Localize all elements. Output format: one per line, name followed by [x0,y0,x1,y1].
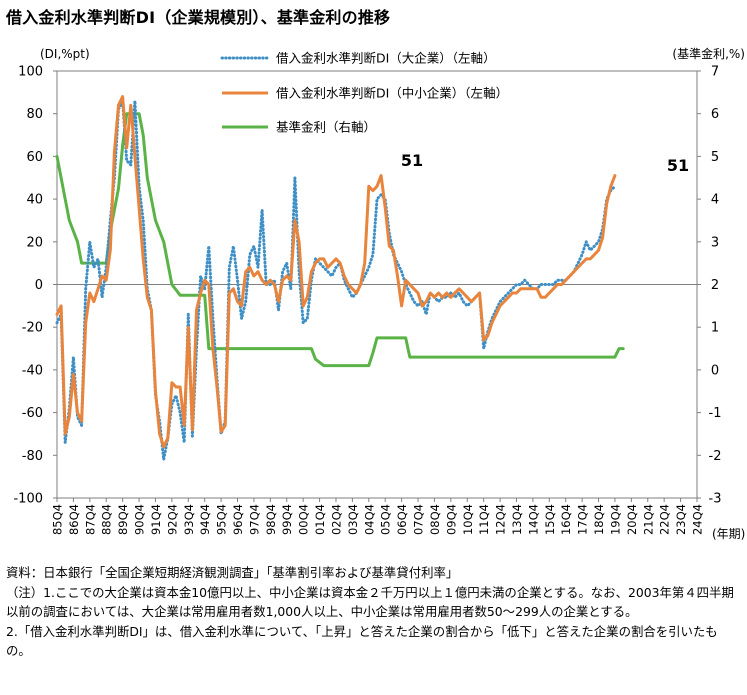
axes: 100 80 60 40 20 0 -20 -40 -60 -80 -100 7 6 5 4 3 2 1 0 -1 -2… [13,65,721,536]
right-tick-label: -3 [709,492,722,507]
x-tick-label: 99Q4 [280,504,294,535]
x-tick-label: 24Q4 [691,504,705,535]
legend-label-1: 借入金利水準判断DI（中小企業）（左軸） [276,86,508,101]
annotation-peak-2024: 51 [667,156,689,175]
left-tick-label: -60 [22,406,43,421]
left-tick-label: 80 [26,107,43,122]
right-tick-label: -2 [709,449,722,464]
annotation-peak-2007: 51 [401,151,423,170]
source-note: 資料：日本銀行「全国企業短期経済観測調査」「基準割引率および基準貸付利率」 [6,565,459,580]
legend-label-2: 基準金利（右軸） [276,120,376,135]
x-tick-label: 90Q4 [133,504,147,535]
chart-title: 借入金利水準判断DI（企業規模別）、基準金利の推移 [6,8,391,27]
x-tick-label: 98Q4 [264,504,278,535]
series-line-2 [55,112,625,368]
note-2: 2.「借入金利水準判断DI」は、借入金利水準について、「上昇」と答えた企業の割合… [6,623,718,659]
left-tick-label: 0 [35,278,43,293]
x-tick-label: 85Q4 [51,504,65,535]
x-tick-label: 15Q4 [543,504,557,535]
x-tick-label: 10Q4 [461,504,475,535]
series-line-1 [55,95,617,449]
left-tick-label: -100 [13,492,43,507]
x-tick-label: 13Q4 [510,504,524,535]
right-tick-label: 2 [711,278,719,293]
left-tick-label: 40 [26,193,43,208]
x-tick-label: 06Q4 [395,504,409,535]
x-tick-label: 22Q4 [658,504,672,535]
right-tick-label: 6 [711,107,719,122]
x-axis-unit: (年期) [712,527,745,541]
left-tick-label: -80 [22,449,43,464]
right-tick-label: 3 [711,235,719,250]
right-tick-label: 5 [711,150,719,165]
x-tick-label: 18Q4 [592,504,606,535]
x-tick-label: 09Q4 [444,504,458,535]
x-tick-label: 04Q4 [362,504,376,535]
line-chart: (DI,%pt) (基準金利,%) (年期) 100806040200-20-4… [13,46,745,541]
x-tick-label: 01Q4 [313,504,327,535]
x-tick-label: 07Q4 [412,504,426,535]
x-tick-label: 23Q4 [674,504,688,535]
left-tick-label: 60 [26,150,43,165]
x-tick-label: 96Q4 [231,504,245,535]
x-tick-label: 95Q4 [215,504,229,535]
left-axis-unit: (DI,%pt) [40,47,90,61]
x-tick-label: 20Q4 [625,504,639,535]
x-tick-label: 17Q4 [576,504,590,535]
right-tick-label: -1 [709,406,722,421]
x-tick-label: 92Q4 [165,504,179,535]
series-layer [55,95,625,462]
x-tick-label: 16Q4 [559,504,573,535]
right-tick-label: 4 [711,193,719,208]
right-axis-unit: (基準金利,%) [672,46,745,61]
x-tick-label: 12Q4 [494,504,508,535]
right-tick-label: 1 [711,321,719,336]
left-tick-label: -20 [22,321,43,336]
series-line-0 [55,99,617,462]
x-tick-label: 19Q4 [608,504,622,535]
x-tick-label: 94Q4 [198,504,212,535]
x-tick-label: 89Q4 [116,504,130,535]
x-tick-label: 21Q4 [641,504,655,535]
notes: 資料：日本銀行「全国企業短期経済観測調査」「基準割引率および基準貸付利率」 （注… [6,563,741,661]
note-1: （注）1.ここでの大企業は資本金10億円以上、中小企業は資本金２千万円以上１億円… [6,584,734,620]
left-tick-label: 100 [18,65,43,80]
x-tick-label: 05Q4 [379,504,393,535]
legend-label-0: 借入金利水準判断DI（大企業）（左軸） [276,51,496,66]
right-tick-label: 7 [711,65,719,80]
x-tick-label: 87Q4 [83,504,97,535]
x-tick-label: 02Q4 [329,504,343,535]
x-tick-label: 88Q4 [100,504,114,535]
x-tick-label: 03Q4 [346,504,360,535]
legend: 借入金利水準判断DI（大企業）（左軸） 借入金利水準判断DI（中小企業）（左軸） 基… [220,51,508,135]
left-tick-label: 20 [26,235,43,250]
x-tick-label: 11Q4 [477,504,491,535]
x-tick-label: 14Q4 [526,504,540,535]
x-tick-label: 91Q4 [149,504,163,535]
x-tick-label: 86Q4 [67,504,81,535]
x-tick-label: 00Q4 [297,504,311,535]
x-tick-label: 08Q4 [428,504,442,535]
right-tick-label: 0 [711,363,719,378]
x-tick-label: 97Q4 [247,504,261,535]
x-tick-label: 93Q4 [182,504,196,535]
left-tick-label: -40 [22,363,43,378]
